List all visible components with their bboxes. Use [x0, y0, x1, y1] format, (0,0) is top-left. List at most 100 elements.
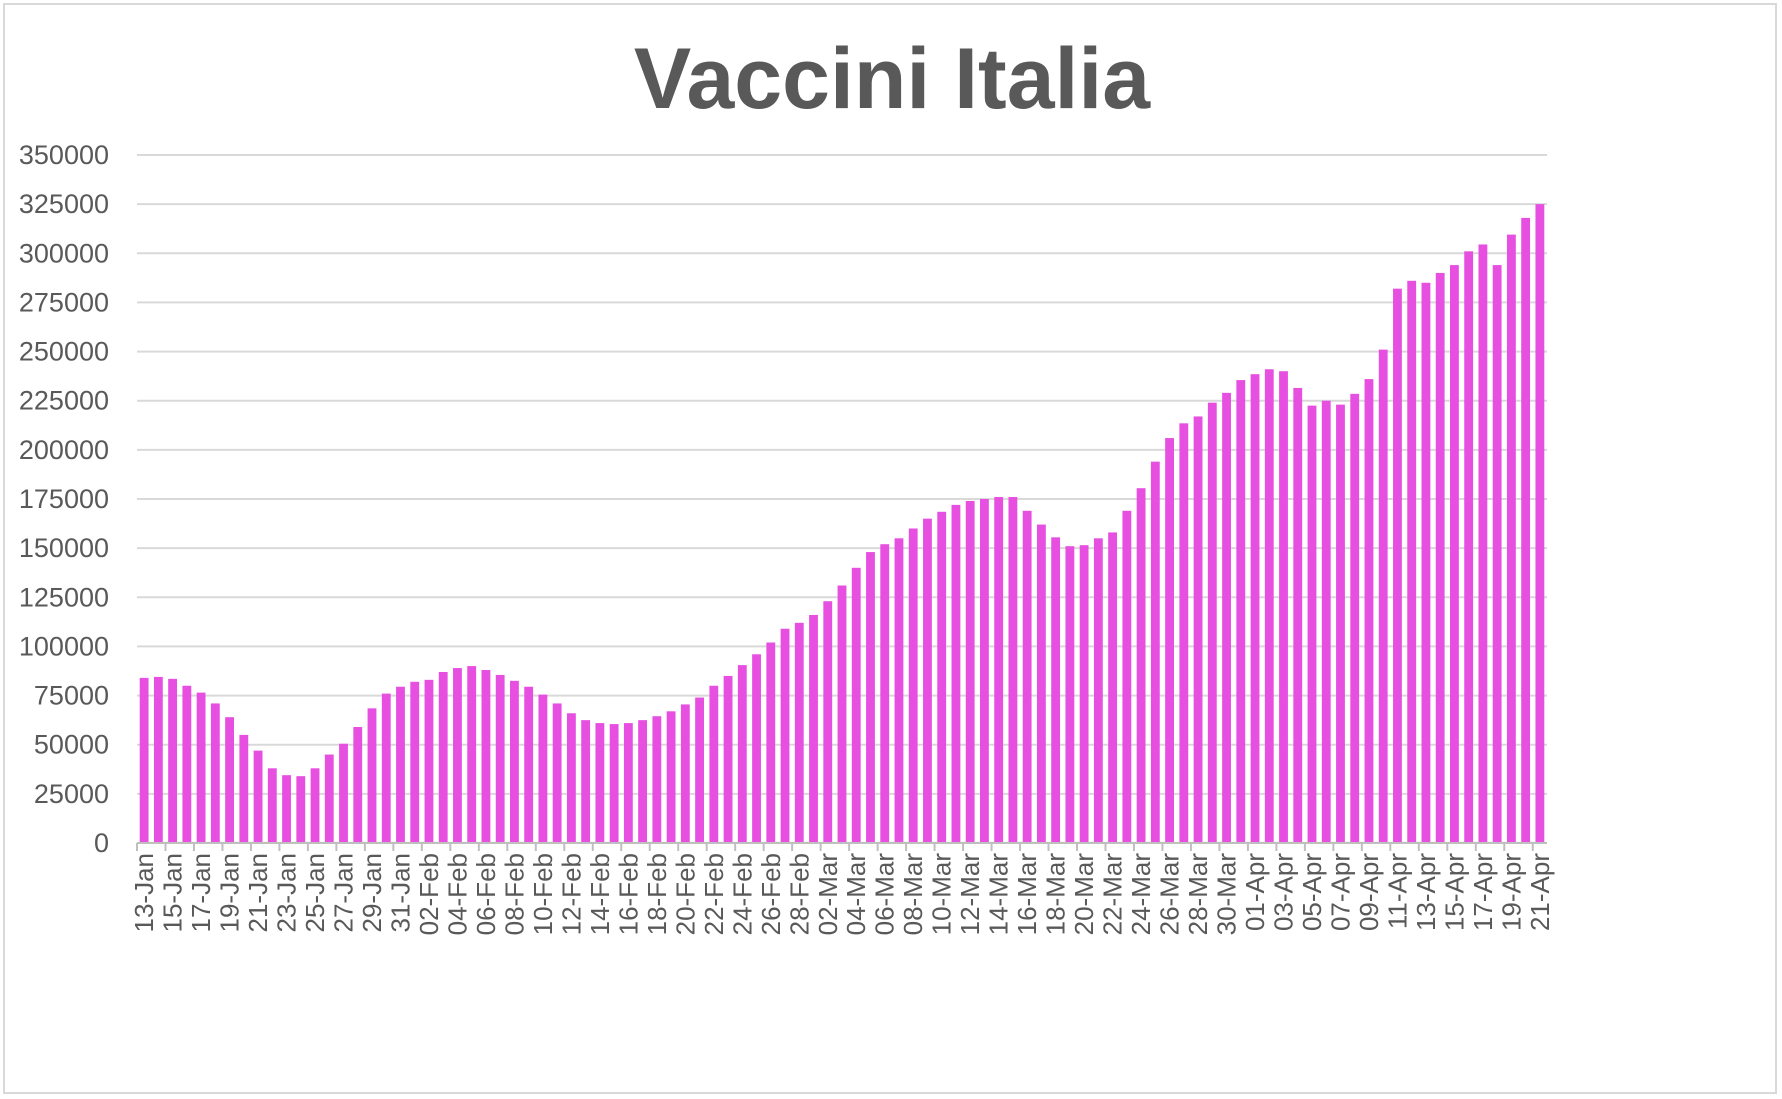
- x-tick-label: 20-Feb: [670, 853, 700, 935]
- x-tick-label: 04-Feb: [442, 853, 472, 935]
- bar: [510, 680, 519, 843]
- bar: [1122, 510, 1132, 843]
- x-tick-label: 13-Apr: [1411, 853, 1441, 931]
- x-tick-label: 14-Mar: [984, 853, 1014, 936]
- x-tick-label: 17-Apr: [1468, 853, 1498, 931]
- bar: [1165, 438, 1174, 843]
- bar: [908, 528, 918, 843]
- bar: [809, 614, 818, 843]
- bar: [923, 518, 932, 843]
- bar: [980, 499, 989, 843]
- x-tick-label: 12-Feb: [556, 853, 586, 935]
- bar: [1264, 369, 1274, 843]
- bar: [1022, 510, 1032, 843]
- bar: [324, 754, 334, 843]
- y-tick-label: 225000: [19, 386, 109, 416]
- bar: [225, 717, 234, 843]
- x-tick-label: 06-Feb: [471, 853, 501, 935]
- x-tick-label: 26-Feb: [756, 853, 786, 935]
- x-tick-label: 10-Mar: [927, 853, 957, 936]
- bar: [453, 668, 462, 843]
- bar: [282, 775, 291, 843]
- x-tick-label: 31-Jan: [385, 853, 415, 933]
- x-tick-label: 16-Mar: [1012, 853, 1042, 936]
- x-axis-ticks: 13-Jan15-Jan17-Jan19-Jan21-Jan23-Jan25-J…: [129, 843, 1555, 935]
- bar: [1450, 265, 1459, 844]
- x-tick-label: 28-Feb: [784, 853, 814, 935]
- bar: [965, 500, 975, 843]
- bar-chart: Vaccini Italia 0 25000 50000 75000 100000 125…: [19, 31, 1555, 935]
- bar: [339, 743, 348, 843]
- bar: [1464, 251, 1474, 843]
- x-tick-label: 07-Apr: [1325, 853, 1355, 931]
- bar: [239, 734, 249, 843]
- y-tick-label: 350000: [19, 140, 109, 170]
- bar: [296, 776, 306, 843]
- bar: [866, 552, 875, 843]
- x-tick-label: 24-Feb: [727, 853, 757, 935]
- bar: [680, 704, 690, 843]
- bars: [139, 204, 1545, 844]
- y-tick-label: 25000: [34, 779, 109, 809]
- x-tick-label: 23-Jan: [272, 853, 302, 933]
- y-tick-label: 200000: [19, 435, 109, 465]
- x-tick-label: 11-Apr: [1382, 853, 1412, 929]
- x-tick-label: 15-Apr: [1439, 853, 1469, 931]
- x-tick-label: 21-Apr: [1525, 853, 1555, 931]
- bar: [652, 716, 662, 843]
- bar: [1378, 349, 1388, 843]
- y-tick-label: 250000: [19, 337, 109, 367]
- x-tick-label: 01-Apr: [1240, 853, 1270, 931]
- x-tick-label: 15-Jan: [158, 853, 188, 933]
- x-tick-label: 02-Feb: [414, 853, 444, 935]
- bar: [367, 708, 377, 843]
- bar: [196, 692, 206, 843]
- bar: [1336, 404, 1345, 843]
- bar: [253, 750, 263, 843]
- bar: [951, 504, 961, 843]
- bar: [267, 768, 277, 843]
- bar: [153, 676, 163, 843]
- bar: [210, 703, 220, 843]
- bar: [851, 567, 861, 843]
- x-tick-label: 19-Apr: [1496, 853, 1526, 931]
- bar: [1407, 280, 1417, 843]
- bar: [424, 679, 434, 843]
- bar: [467, 666, 477, 843]
- bar: [1036, 524, 1046, 843]
- x-tick-label: 10-Feb: [528, 853, 558, 935]
- x-tick-label: 25-Jan: [300, 853, 330, 933]
- bar: [381, 693, 391, 843]
- bar: [524, 686, 534, 843]
- y-tick-label: 50000: [34, 730, 109, 760]
- y-tick-label: 0: [94, 828, 109, 858]
- bar: [666, 711, 676, 843]
- bar: [581, 720, 591, 843]
- bar: [766, 642, 776, 843]
- bar: [1008, 497, 1018, 843]
- bar: [994, 497, 1004, 843]
- bar: [595, 723, 605, 843]
- bar: [794, 622, 804, 843]
- x-tick-label: 09-Apr: [1354, 853, 1384, 931]
- bar: [182, 685, 192, 843]
- x-tick-label: 24-Mar: [1126, 853, 1156, 936]
- x-tick-label: 05-Apr: [1297, 853, 1327, 931]
- y-tick-label: 75000: [34, 681, 109, 711]
- y-tick-label: 125000: [19, 582, 109, 612]
- bar: [566, 713, 576, 843]
- x-tick-label: 22-Feb: [699, 853, 729, 935]
- bar: [1222, 392, 1231, 843]
- x-tick-label: 26-Mar: [1155, 853, 1185, 936]
- bar: [1179, 423, 1189, 843]
- bar: [638, 720, 648, 843]
- bar: [709, 685, 719, 843]
- bar: [737, 665, 747, 843]
- bar: [495, 674, 505, 843]
- bar: [538, 694, 548, 843]
- bar: [1492, 265, 1502, 844]
- bar: [1093, 538, 1103, 843]
- bar: [1478, 244, 1488, 843]
- bar: [1236, 380, 1246, 843]
- bar: [552, 703, 562, 843]
